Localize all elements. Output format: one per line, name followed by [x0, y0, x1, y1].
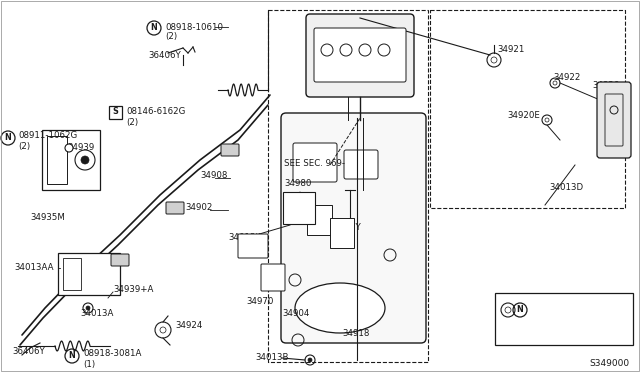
FancyBboxPatch shape [293, 143, 337, 182]
Circle shape [81, 156, 89, 164]
FancyBboxPatch shape [281, 113, 426, 343]
Circle shape [308, 358, 312, 362]
Circle shape [65, 144, 73, 152]
FancyBboxPatch shape [221, 144, 239, 156]
Text: 34902: 34902 [185, 203, 212, 212]
FancyBboxPatch shape [238, 234, 268, 258]
Text: (2): (2) [126, 118, 138, 126]
Text: 34980: 34980 [284, 180, 312, 189]
Circle shape [545, 118, 549, 122]
Text: N: N [150, 23, 157, 32]
Text: 34904: 34904 [282, 310, 309, 318]
Text: (2): (2) [165, 32, 177, 42]
Text: 08911-1062G: 08911-1062G [18, 131, 77, 141]
Text: (2): (2) [531, 314, 543, 323]
Text: 34013II: 34013II [228, 234, 260, 243]
Text: 34939+A: 34939+A [113, 285, 154, 295]
Text: 34970: 34970 [246, 298, 273, 307]
Text: 34921: 34921 [497, 45, 524, 55]
Text: 34939: 34939 [67, 144, 94, 153]
Text: (2): (2) [18, 142, 30, 151]
FancyBboxPatch shape [42, 130, 100, 190]
Text: 08146-6162G: 08146-6162G [126, 106, 186, 115]
Text: 08911-1082G: 08911-1082G [531, 304, 590, 312]
Text: N: N [68, 352, 76, 360]
Text: 34920E: 34920E [507, 112, 540, 121]
FancyBboxPatch shape [330, 218, 354, 248]
Circle shape [86, 306, 90, 310]
Text: 08918-3081A: 08918-3081A [83, 350, 141, 359]
Circle shape [505, 307, 511, 313]
Text: 08918-10610: 08918-10610 [165, 22, 223, 32]
FancyBboxPatch shape [306, 14, 414, 97]
FancyBboxPatch shape [307, 205, 332, 235]
Text: 34013D: 34013D [549, 183, 583, 192]
Text: N: N [4, 134, 12, 142]
FancyBboxPatch shape [166, 202, 184, 214]
Text: 34920: 34920 [592, 80, 620, 90]
Ellipse shape [295, 283, 385, 333]
FancyBboxPatch shape [344, 150, 378, 179]
FancyBboxPatch shape [283, 192, 315, 224]
Text: N: N [516, 305, 524, 314]
Text: 34935M: 34935M [30, 214, 65, 222]
FancyBboxPatch shape [111, 254, 129, 266]
Text: 24341Y: 24341Y [328, 224, 361, 232]
Text: (1): (1) [83, 359, 95, 369]
Circle shape [553, 81, 557, 85]
FancyBboxPatch shape [261, 264, 285, 291]
FancyBboxPatch shape [597, 82, 631, 158]
FancyBboxPatch shape [314, 28, 406, 82]
Circle shape [491, 57, 497, 63]
FancyBboxPatch shape [109, 106, 122, 119]
Circle shape [160, 327, 166, 333]
Text: 34924: 34924 [175, 321, 202, 330]
Text: 36406Y: 36406Y [12, 347, 45, 356]
Text: 34013AA: 34013AA [14, 263, 54, 273]
FancyBboxPatch shape [58, 253, 120, 295]
Text: 34918: 34918 [342, 328, 369, 337]
Text: SEE SEC. 969-: SEE SEC. 969- [284, 158, 345, 167]
Text: 34908: 34908 [200, 171, 227, 180]
Text: 36406Y: 36406Y [148, 51, 180, 60]
Text: S: S [112, 108, 118, 116]
Text: 34013A: 34013A [80, 308, 113, 317]
Text: 34013B: 34013B [255, 353, 289, 362]
Text: 34922: 34922 [553, 74, 580, 83]
Text: S349000: S349000 [590, 359, 630, 368]
FancyBboxPatch shape [495, 293, 633, 345]
